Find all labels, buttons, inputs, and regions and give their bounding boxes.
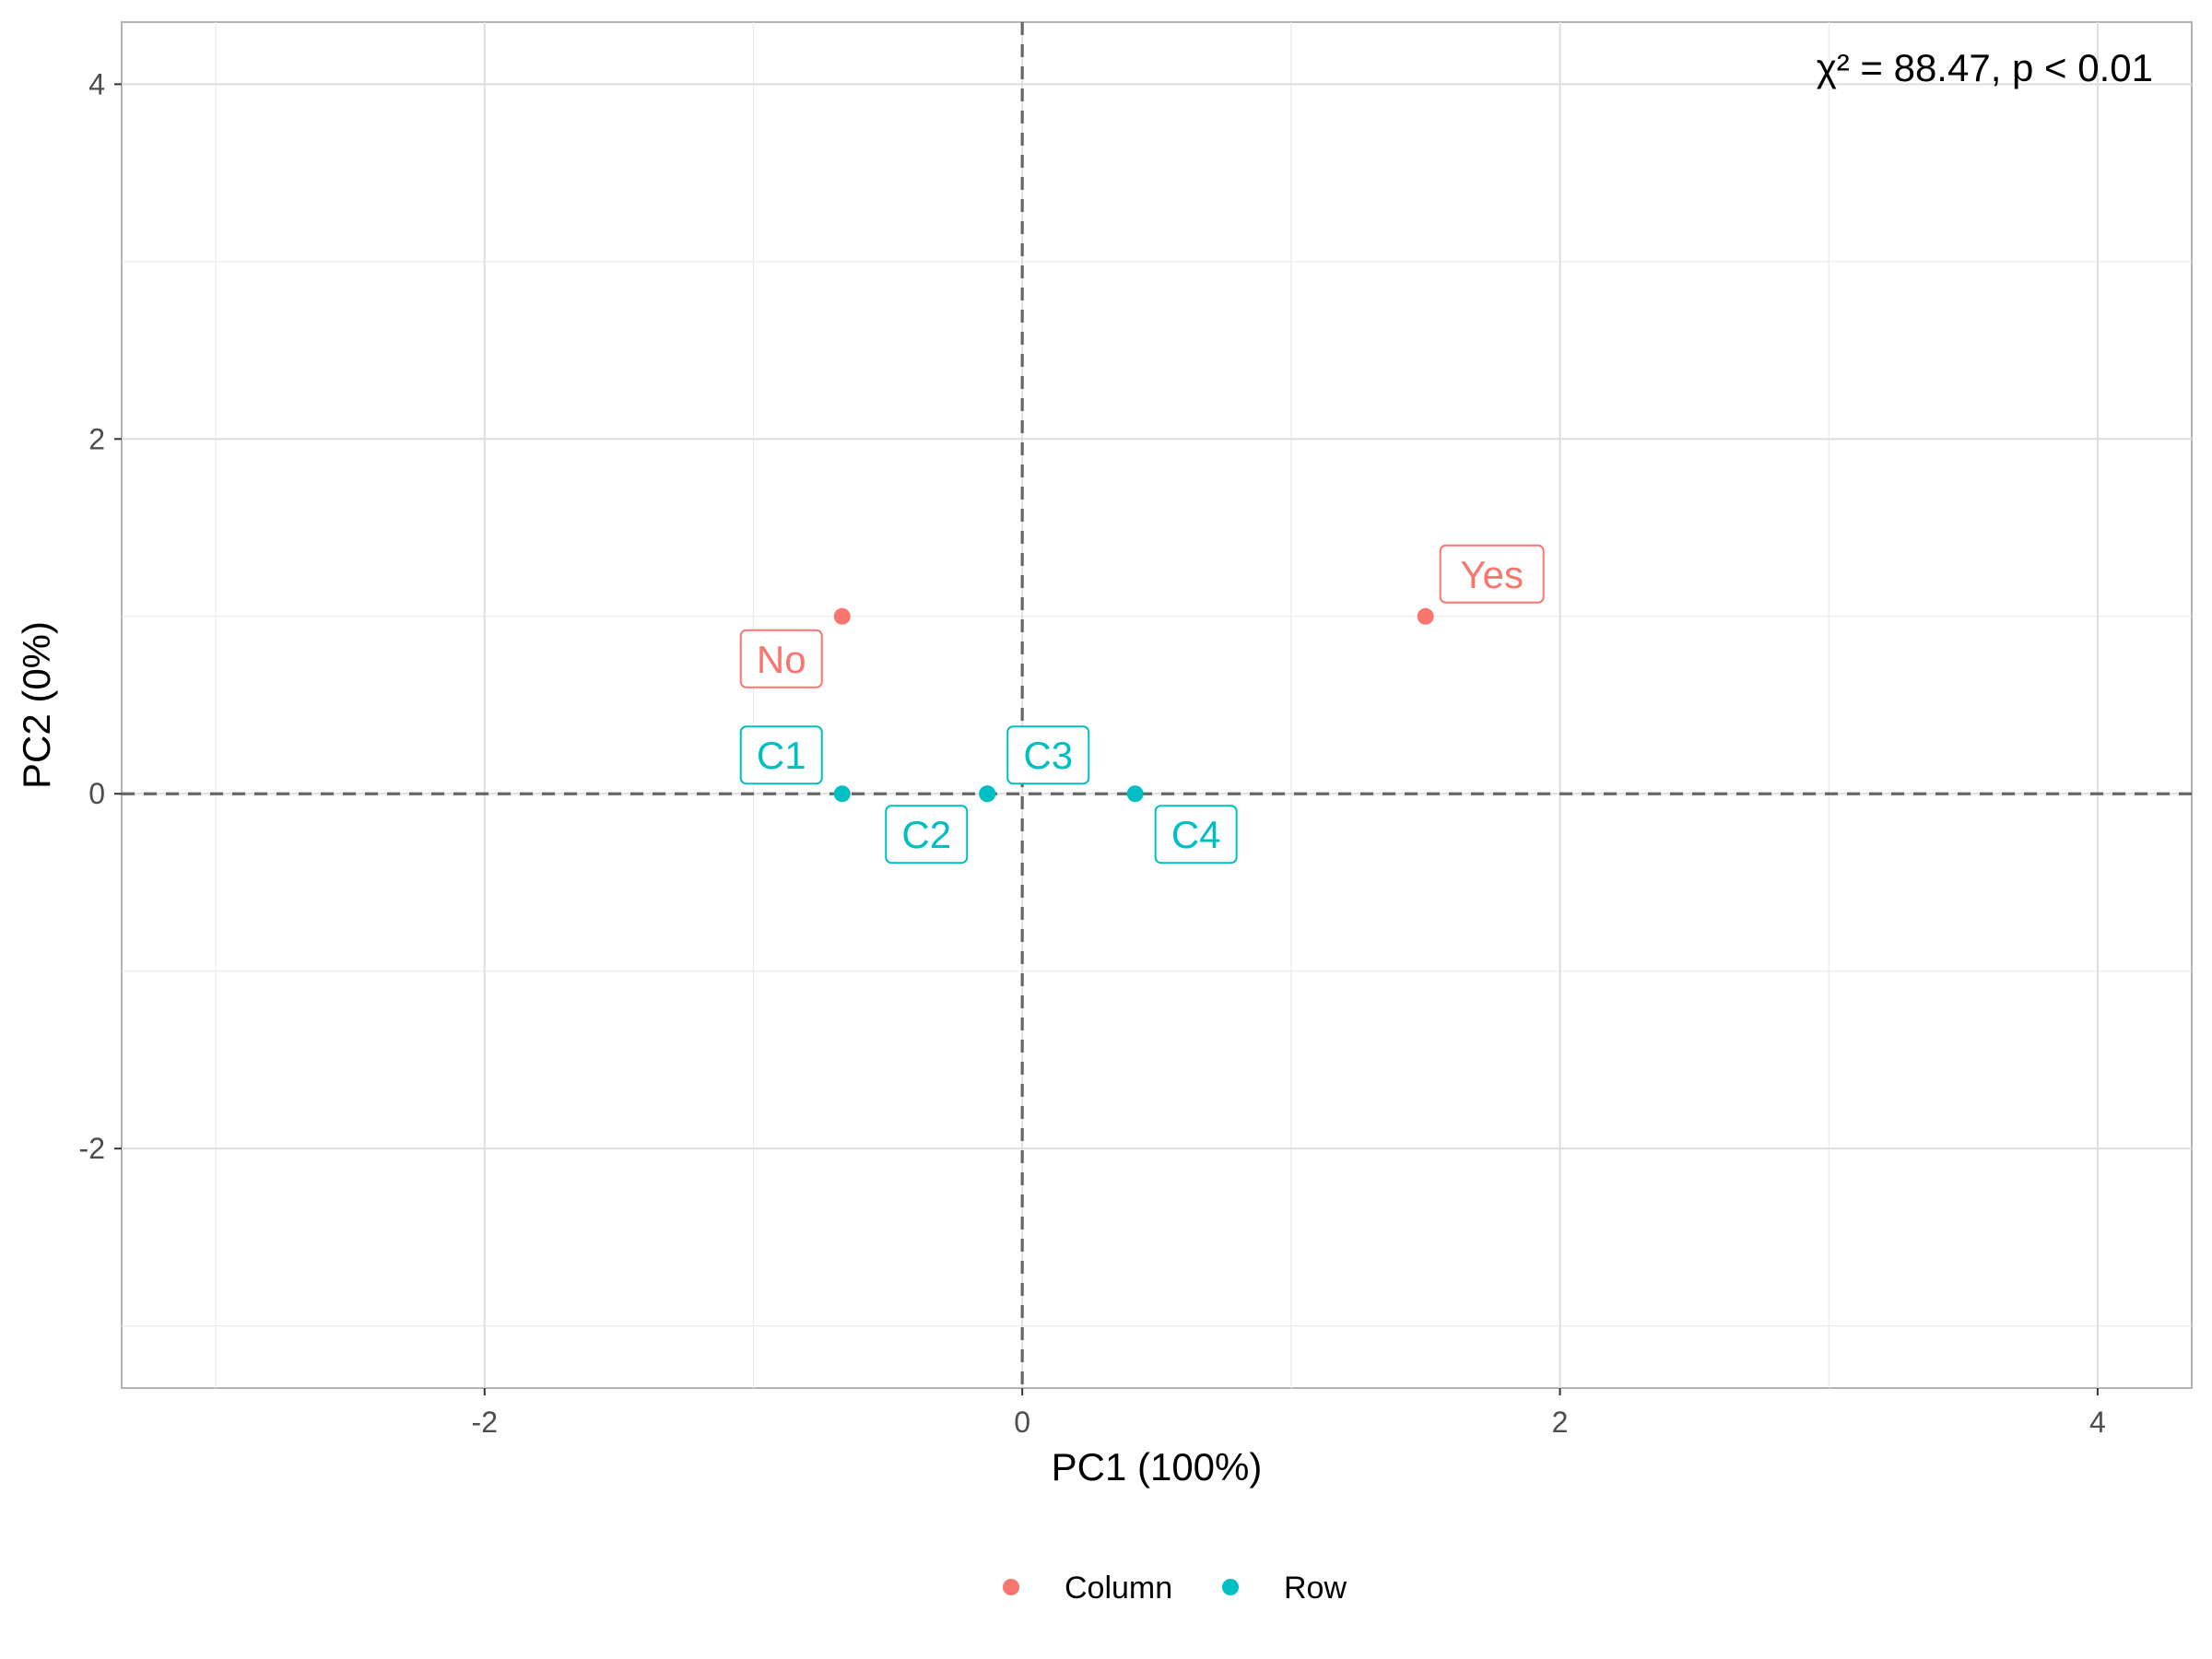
legend-item-column: Column (1003, 1571, 1172, 1606)
x-axis-title: PC1 (100%) (1052, 1445, 1263, 1488)
y-tick-label: 0 (88, 777, 105, 810)
point-label-c3: C3 (1006, 725, 1090, 785)
label-box (885, 805, 969, 865)
label-box (1006, 725, 1090, 785)
point-label-yes: Yes (1439, 544, 1545, 604)
x-tick-label: 2 (1552, 1406, 1569, 1439)
data-point-c1 (833, 785, 851, 803)
data-point-c3 (979, 785, 996, 803)
data-points (833, 607, 1434, 803)
label-box (739, 725, 823, 785)
point-label-c4: C4 (1154, 805, 1238, 865)
label-box (1154, 805, 1238, 865)
legend: Column Row (1003, 1571, 1347, 1606)
chi-square-annotation: χ² = 88.47, p < 0.01 (1817, 46, 2153, 89)
label-text: C3 (1023, 734, 1073, 777)
x-tick-label: 0 (1014, 1406, 1030, 1439)
label-text: C1 (757, 734, 806, 777)
reference-lines (122, 22, 2192, 1388)
y-tick-label: -2 (79, 1132, 105, 1165)
data-point-yes (1417, 607, 1434, 625)
legend-label: Column (1065, 1571, 1172, 1606)
legend-label: Row (1284, 1571, 1347, 1606)
data-point-no (833, 607, 851, 625)
x-axis-ticks: -2 0 2 4 (472, 1388, 2106, 1439)
legend-key (1222, 1579, 1239, 1595)
point-label-no: No (739, 629, 823, 688)
point-label-c2: C2 (885, 805, 969, 865)
label-text: Yes (1460, 553, 1524, 596)
label-text: C4 (1171, 813, 1221, 856)
x-tick-label: -2 (472, 1406, 498, 1439)
label-text: C2 (901, 813, 951, 856)
legend-item-row: Row (1222, 1571, 1347, 1606)
y-axis-ticks: -2 0 2 4 (79, 67, 122, 1165)
plot-panel (121, 21, 2193, 1389)
y-tick-label: 4 (88, 67, 105, 100)
label-text: No (757, 638, 806, 681)
legend-key (1003, 1579, 1019, 1595)
point-label-c1: C1 (739, 725, 823, 785)
data-point-c4 (1126, 785, 1144, 803)
point-labels: No Yes C1 C2 C3 C4 (739, 544, 1545, 865)
label-box (1439, 544, 1545, 604)
x-tick-label: 4 (2089, 1406, 2106, 1439)
minor-grid (122, 22, 2192, 1388)
y-tick-label: 2 (88, 422, 105, 455)
y-axis-title: PC2 (0%) (15, 621, 58, 789)
label-box (739, 629, 823, 688)
